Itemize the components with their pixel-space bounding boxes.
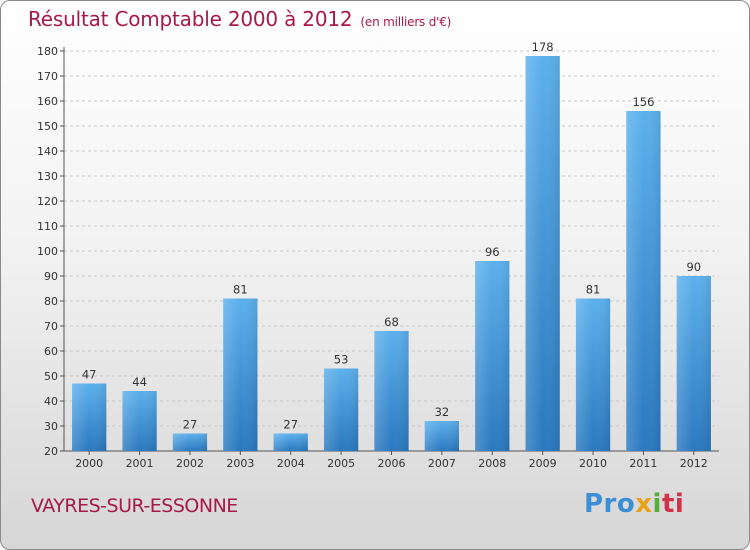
value-label-2001: 44: [132, 375, 147, 389]
bar-shine-2004: [273, 433, 308, 451]
value-label-2009: 178: [532, 40, 554, 54]
y-tick-label: 100: [37, 245, 58, 258]
value-label-2011: 156: [632, 95, 654, 109]
logo-part-4: ti: [661, 489, 685, 519]
y-tick-label: 90: [44, 270, 58, 283]
y-tick-label: 170: [37, 70, 58, 83]
value-label-2010: 81: [586, 283, 601, 297]
y-tick-label: 70: [44, 320, 58, 333]
bar-shine-2009: [525, 56, 560, 451]
value-label-2006: 68: [384, 315, 399, 329]
x-tick-label-2009: 2009: [529, 457, 557, 470]
label-layer: 47 44 27 81 27 53 68 32 96 178 81 156 90: [82, 40, 701, 432]
y-tick-label: 160: [37, 95, 58, 108]
bar-shine-2010: [575, 298, 611, 451]
y-tick-label: 80: [44, 295, 58, 308]
y-tick-label: 110: [37, 220, 58, 233]
y-tick-label: 140: [37, 145, 58, 158]
bar-shine-2003: [223, 298, 258, 451]
y-tick-label: 20: [44, 445, 58, 458]
x-tick-label-2001: 2001: [126, 457, 154, 470]
y-tick-label: 130: [37, 170, 58, 183]
value-label-2012: 90: [686, 260, 701, 274]
value-label-2002: 27: [183, 418, 198, 432]
value-label-2007: 32: [435, 405, 450, 419]
chart-title: Résultat Comptable 2000 à 2012 (en millie…: [28, 7, 451, 31]
y-tick-label: 30: [44, 420, 58, 433]
value-label-2005: 53: [334, 353, 349, 367]
bar-shine-2005: [323, 368, 359, 451]
axis-layer: 20 30 40 50 60 70 80 90 100 110 120 130 140 150 160 170…: [37, 45, 719, 470]
x-tick-label-2004: 2004: [277, 457, 305, 470]
logo-part-3: i: [652, 489, 662, 519]
bar-shine-2012: [676, 276, 711, 451]
proxiti-logo[interactable]: Proxiti: [584, 489, 684, 519]
commune-name: VAYRES-SUR-ESSONNE: [31, 495, 238, 517]
x-tick-label-2006: 2006: [378, 457, 406, 470]
value-label-2003: 81: [233, 283, 248, 297]
x-tick-label-2010: 2010: [579, 457, 607, 470]
bar-shine-2007: [424, 421, 460, 451]
x-tick-label-2008: 2008: [478, 457, 506, 470]
x-tick-label-2007: 2007: [428, 457, 456, 470]
x-tick-label-2012: 2012: [680, 457, 708, 470]
bar-shine-2006: [374, 331, 409, 451]
value-label-2000: 47: [82, 368, 97, 382]
bar-layer: [72, 56, 711, 451]
bar-shine-2000: [72, 383, 107, 451]
y-tick-label: 50: [44, 370, 58, 383]
x-tick-label-2003: 2003: [226, 457, 254, 470]
x-tick-label-2002: 2002: [176, 457, 204, 470]
chart-title-text: Résultat Comptable 2000 à 2012: [28, 7, 353, 31]
grid-layer: [64, 50, 719, 452]
logo-part-2: x: [635, 489, 653, 519]
y-tick-label: 40: [44, 395, 58, 408]
bar-shine-2002: [172, 433, 208, 451]
bar-shine-2008: [475, 261, 510, 451]
value-label-2004: 27: [283, 418, 298, 432]
x-tick-label-2005: 2005: [327, 457, 355, 470]
logo-part-1: Pro: [584, 489, 636, 519]
bar-shine-2011: [626, 111, 661, 451]
x-tick-label-2011: 2011: [629, 457, 657, 470]
chart-subtitle: (en milliers d'€): [360, 15, 452, 29]
y-tick-label: 180: [37, 45, 58, 58]
y-tick-label: 60: [44, 345, 58, 358]
value-label-2008: 96: [485, 245, 500, 259]
bar-shine-2001: [122, 391, 157, 451]
x-tick-label-2000: 2000: [75, 457, 103, 470]
y-tick-label: 120: [37, 195, 58, 208]
y-tick-label: 150: [37, 120, 58, 133]
